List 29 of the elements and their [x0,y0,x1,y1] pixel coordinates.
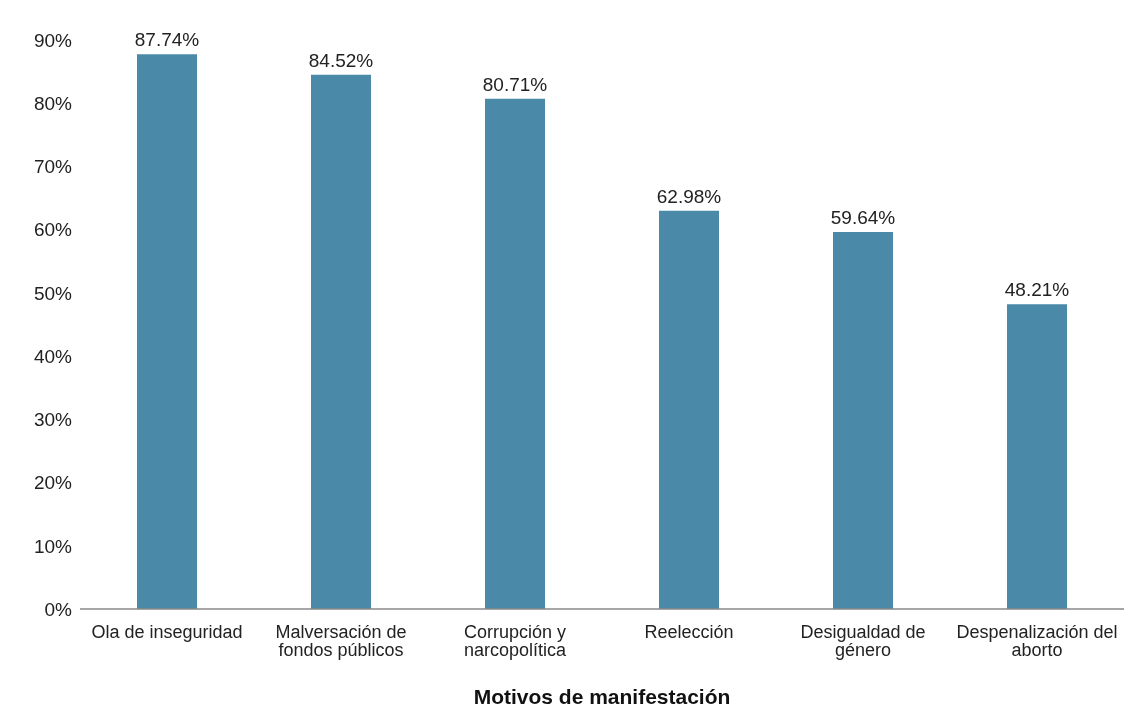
y-tick-label: 60% [33,219,73,241]
bar [833,231,893,609]
bar [137,54,197,609]
x-tick-label: Desigualdad de género [800,621,926,660]
y-tick-label: 90% [33,29,73,51]
y-tick-label: 50% [33,282,73,304]
y-tick-label: 80% [33,92,73,114]
y-tick-label: 20% [33,472,73,494]
x-axis-title: Motivos de manifestación [473,685,731,708]
data-label: 59.64% [830,206,896,228]
x-tick-label: Ola de inseguridad [91,621,243,642]
bar [659,210,719,609]
data-label: 48.21% [1004,279,1070,301]
data-label: 87.74% [134,29,200,51]
y-tick-label: 70% [33,156,73,178]
bar [1007,304,1067,609]
x-tick-label: Malversación de fondos públicos [275,621,407,660]
x-tick-label: Reelección [644,621,734,642]
y-tick-label: 30% [33,409,73,431]
y-tick-label: 0% [44,598,73,620]
data-label: 84.52% [308,49,374,71]
data-label: 62.98% [656,185,722,207]
x-tick-label: Despenalización del aborto [956,621,1118,660]
bar [311,74,371,609]
bar [485,98,545,609]
y-tick-label: 40% [33,345,73,367]
y-tick-label: 10% [33,535,73,557]
x-tick-label: Corrupción y narcopolítica [463,621,568,660]
data-label: 80.71% [482,73,548,95]
